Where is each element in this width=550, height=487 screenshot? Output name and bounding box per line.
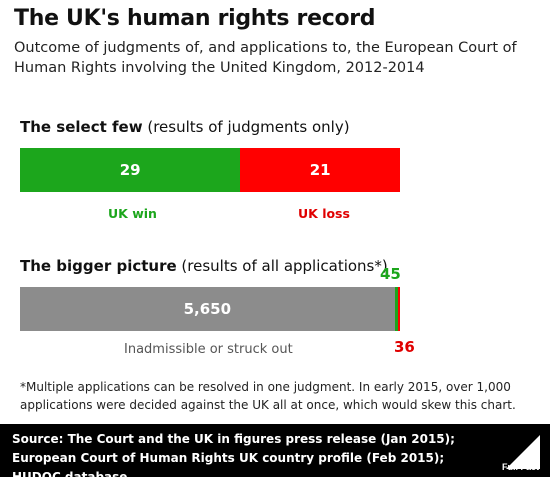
category-label-uk-loss: UK loss (298, 206, 350, 221)
logo-text: Full Fact (502, 462, 539, 472)
applications-bar: 5,650 (20, 287, 400, 331)
footnote: *Multiple applications can be resolved i… (20, 380, 516, 412)
chart-title: The UK's human rights record (14, 6, 376, 31)
bar-segment-uk-win (394, 287, 398, 331)
source-line-1: Source: The Court and the UK in figures … (12, 432, 455, 446)
section-title-bigger-picture: The bigger picture (results of all appli… (20, 257, 388, 275)
section-title-bold: The select few (20, 118, 143, 136)
full-fact-logo-icon: Full Fact (502, 435, 540, 472)
category-label-uk-win: UK win (108, 206, 157, 221)
category-label-inadmissible: Inadmissible or struck out (124, 342, 293, 357)
bar-value-label: 21 (309, 161, 331, 179)
value-label-uk-loss-applications: 36 (394, 338, 415, 356)
judgments-bar: 29 21 (20, 148, 400, 192)
bar-value-label: 29 (119, 161, 141, 179)
bar-segment-uk-win: 29 (20, 148, 241, 192)
source-text: Source: The Court and the UK in figures … (12, 430, 492, 487)
section-title-rest: (results of all applications*) (176, 257, 388, 275)
bar-segment-uk-loss: 21 (240, 148, 400, 192)
section-title-select-few: The select few (results of judgments onl… (20, 118, 350, 136)
value-label-uk-win-applications: 45 (380, 265, 401, 283)
bar-segment-uk-loss (397, 287, 400, 331)
section-title-rest: (results of judgments only) (142, 118, 350, 136)
section-title-bold: The bigger picture (20, 257, 177, 275)
chart-subtitle: Outcome of judgments of, and application… (14, 40, 517, 76)
source-line-2: European Court of Human Rights UK countr… (12, 451, 445, 484)
bar-segment-inadmissible-or-struck-out: 5,650 (20, 287, 395, 331)
bar-value-label: 5,650 (183, 300, 232, 318)
source-footer: Source: The Court and the UK in figures … (0, 424, 550, 484)
